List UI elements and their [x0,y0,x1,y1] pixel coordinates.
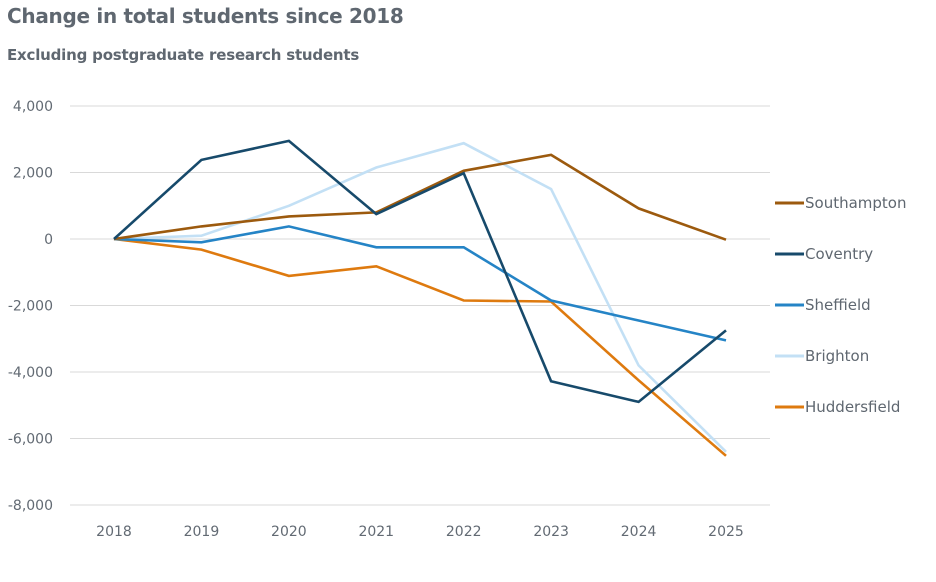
legend-item-coventry: Coventry [775,245,873,263]
y-tick-label: -4,000 [8,365,53,381]
legend-item-sheffield: Sheffield [775,296,871,314]
series-line-southampton [113,153,727,241]
series-line-brighton [113,141,727,453]
y-axis-ticks: 4,000 2,000 0 -2,000 -4,000 -6,000 -8,000 [8,99,53,514]
y-tick-label: -2,000 [8,299,53,315]
gridlines [70,105,770,506]
x-tick-label: 2018 [96,524,132,540]
legend-item-southampton: Southampton [775,194,906,212]
x-tick-label: 2024 [621,524,657,540]
legend-label: Southampton [805,194,906,212]
series-line-huddersfield [113,237,727,457]
legend: Southampton Coventry Sheffield Brighton Hudd… [775,194,906,416]
x-tick-label: 2022 [446,524,482,540]
x-tick-label: 2020 [271,524,307,540]
y-tick-label: 2,000 [13,166,53,182]
legend-label: Huddersfield [805,398,900,416]
x-axis-ticks: 2018 2019 2020 2021 2022 2023 2024 2025 [96,524,744,540]
y-tick-label: 0 [44,232,53,248]
legend-label: Sheffield [805,296,871,314]
legend-label: Brighton [805,347,869,365]
legend-label: Coventry [805,245,873,263]
x-tick-label: 2023 [533,524,569,540]
legend-item-huddersfield: Huddersfield [775,398,900,416]
chart-title: Change in total students since 2018 [7,4,404,28]
series-lines [113,139,727,457]
x-tick-label: 2025 [708,524,744,540]
y-tick-label: -6,000 [8,432,53,448]
series-line-coventry [113,139,727,404]
x-tick-label: 2019 [184,524,220,540]
y-tick-label: 4,000 [13,99,53,115]
x-tick-label: 2021 [358,524,394,540]
series-line-sheffield [113,225,727,342]
legend-item-brighton: Brighton [775,347,869,365]
chart-subtitle: Excluding postgraduate research students [7,46,360,64]
y-tick-label: -8,000 [8,498,53,514]
